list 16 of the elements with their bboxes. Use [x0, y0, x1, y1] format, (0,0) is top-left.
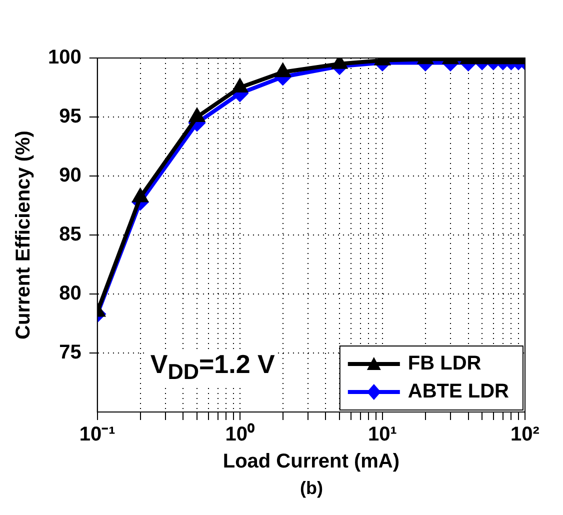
x-tick-label: 10⁰ [225, 422, 255, 446]
x-axis-title: Load Current (mA) [222, 450, 400, 473]
y-tick-label: 85 [59, 224, 82, 246]
text: (b) [299, 478, 324, 499]
y-tick-label: 80 [59, 282, 82, 305]
legend-label: FB LDR [408, 352, 482, 375]
legend-label: ABTE LDR [408, 380, 510, 403]
x-tick-label: 10⁻¹ [79, 424, 116, 446]
y-tick-label: 90 [59, 164, 82, 187]
x-tick-label: 10¹ [368, 424, 398, 446]
y-axis-title: Current Efficiency (%) [12, 130, 35, 340]
annotation: V$_{DD}$=1.2 V [147, 349, 278, 384]
y-tick-label: 95 [59, 106, 82, 128]
x-tick-label: 10² [510, 424, 540, 446]
y-tick-label: 75 [59, 342, 82, 364]
y-tick-label: 100 [48, 46, 82, 69]
